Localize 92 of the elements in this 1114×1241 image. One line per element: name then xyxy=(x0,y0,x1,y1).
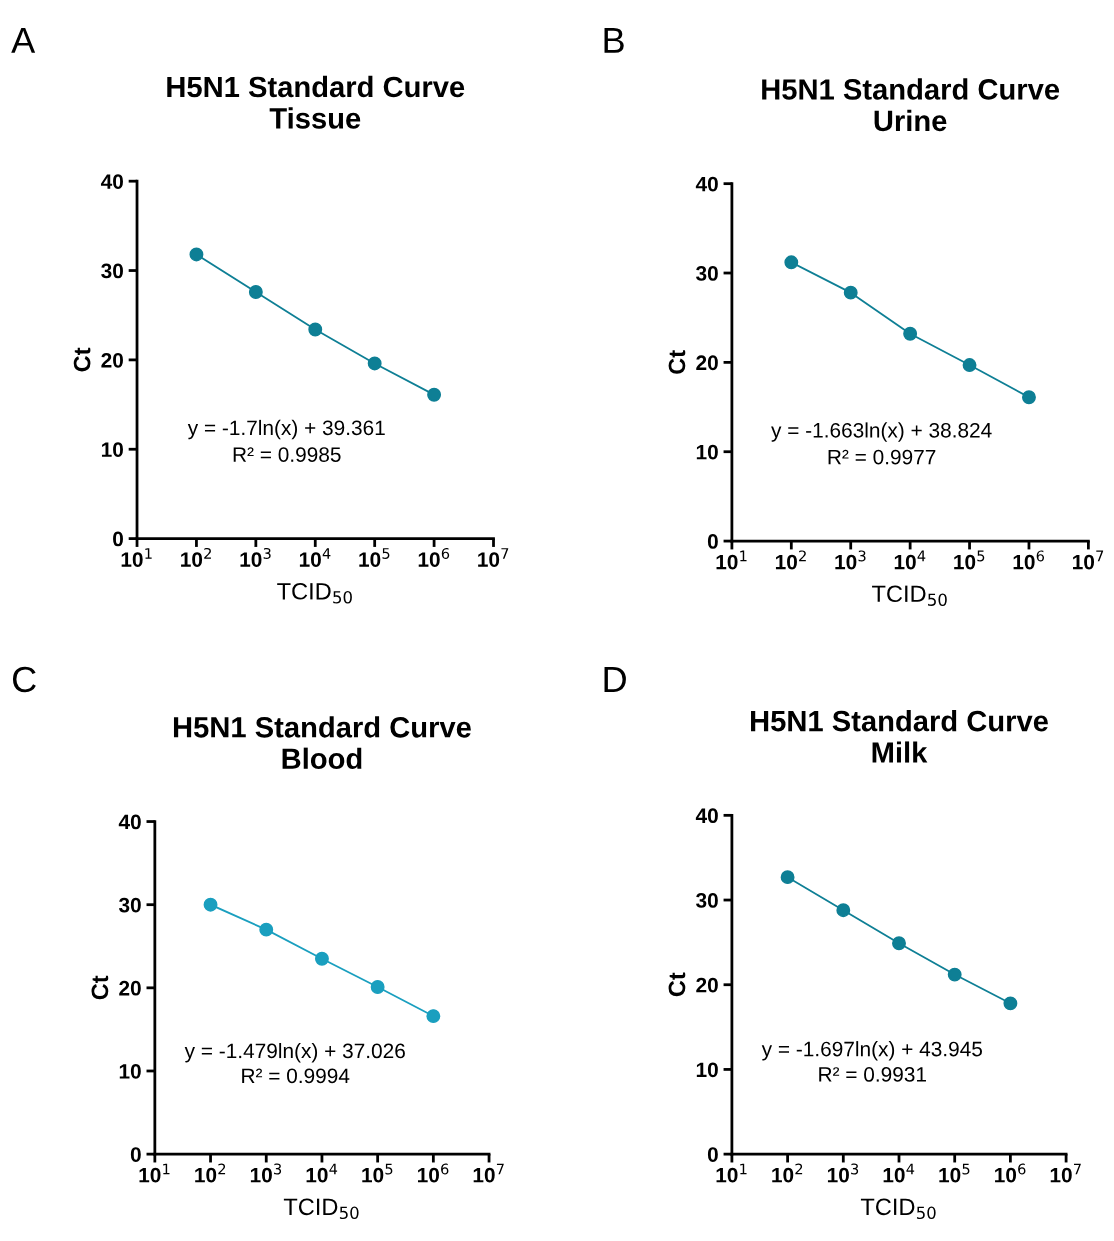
chart-title: H5N1 Standard Curve Blood xyxy=(173,716,471,770)
y-axis-title: Ct xyxy=(668,972,686,997)
y-tick-label: 0 xyxy=(707,1147,718,1162)
y-tick-label: 0 xyxy=(130,1147,141,1162)
y-tick-label: 20 xyxy=(696,977,718,993)
text: D xyxy=(604,667,626,692)
y-tick-label: 10 xyxy=(696,1062,718,1078)
x-tick-label: 10$^{3}$ xyxy=(827,1163,859,1183)
y-tick-label: 30 xyxy=(696,266,718,281)
annotation: R² = 0.9931 xyxy=(819,1067,926,1082)
point xyxy=(1022,390,1036,405)
point xyxy=(248,285,263,299)
x-tick-label: 10$^{5}$ xyxy=(359,548,390,567)
annotation: y = -1.697ln(x) + 43.945 xyxy=(761,1041,982,1061)
point xyxy=(259,922,274,937)
x-axis-title: TCID$_{50}$ xyxy=(277,582,352,604)
x-tick-label: 10$^{7}$ xyxy=(1073,550,1104,570)
text: B xyxy=(604,27,624,53)
y-tick-label: 20 xyxy=(101,352,123,368)
x-tick-label: 10$^{6}$ xyxy=(1013,550,1045,570)
x-tick-label: 10$^{6}$ xyxy=(417,1163,449,1183)
x-tick-label: 10$^{4}$ xyxy=(306,1163,338,1183)
point xyxy=(370,980,385,994)
y-tick-label: 40 xyxy=(695,176,718,192)
y-axis-title: Ct xyxy=(668,350,686,374)
y-tick-label: 20 xyxy=(696,355,718,371)
x-tick-label: 10$^{5}$ xyxy=(939,1163,970,1183)
y-tick-label: 0 xyxy=(707,534,718,549)
y-tick-label: 10 xyxy=(696,444,718,460)
x-tick-label: 10$^{2}$ xyxy=(181,547,211,567)
x-tick-label: 10$^{5}$ xyxy=(954,550,985,570)
x-tick-label: 10$^{2}$ xyxy=(775,550,806,570)
point xyxy=(427,387,442,402)
text: A xyxy=(11,27,36,53)
x-tick-label: 10$^{1}$ xyxy=(716,550,747,570)
annotation: y = -1.479ln(x) + 37.026 xyxy=(184,1042,405,1063)
y-tick-label: 40 xyxy=(695,808,718,824)
point xyxy=(315,951,329,966)
x-tick-label: 10$^{6}$ xyxy=(418,547,450,567)
point xyxy=(780,870,795,885)
point xyxy=(426,1009,441,1024)
y-tick-label: 30 xyxy=(696,893,718,908)
annotation: y = -1.663ln(x) + 38.824 xyxy=(771,422,992,442)
y-axis-title: Ct xyxy=(73,347,91,372)
point xyxy=(308,322,323,337)
x-tick-label: 10$^{4}$ xyxy=(299,548,331,567)
x-tick-label: 10$^{1}$ xyxy=(121,548,152,567)
x-tick-label: 10$^{2}$ xyxy=(772,1163,803,1183)
point xyxy=(836,903,851,918)
y-tick-label: 40 xyxy=(118,814,141,830)
y-tick-label: 0 xyxy=(113,531,123,547)
x-tick-label: 10$^{4}$ xyxy=(894,550,926,570)
x-tick-label: 10$^{7}$ xyxy=(1050,1163,1081,1183)
point xyxy=(962,358,977,372)
chart-title: H5N1 Standard Curve Tissue xyxy=(167,75,465,129)
annotation: R² = 0.9977 xyxy=(828,449,936,465)
x-tick-label: 10$^{3}$ xyxy=(250,1163,282,1183)
y-tick-label: 10 xyxy=(119,1063,141,1079)
x-axis-title: TCID$_{50}$ xyxy=(872,585,947,606)
point xyxy=(947,967,962,982)
chart-title: H5N1 Standard Curve Milk xyxy=(751,710,1048,763)
point xyxy=(892,936,906,951)
point xyxy=(843,285,858,300)
x-tick-label: 10$^{7}$ xyxy=(473,1163,504,1183)
x-tick-label: 10$^{1}$ xyxy=(139,1163,170,1183)
point xyxy=(189,247,204,262)
y-tick-label: 30 xyxy=(118,897,141,913)
point xyxy=(203,897,218,912)
chart-title: H5N1 Standard Curve Urine xyxy=(762,78,1060,132)
x-tick-label: 10$^{3}$ xyxy=(240,547,271,567)
text: C xyxy=(12,666,36,693)
point xyxy=(903,326,918,341)
x-tick-label: 10$^{3}$ xyxy=(835,550,866,570)
annotation: R² = 0.9985 xyxy=(233,447,341,462)
y-tick-label: 20 xyxy=(119,980,141,996)
x-tick-label: 10$^{6}$ xyxy=(995,1163,1026,1183)
x-axis-title: TCID$_{50}$ xyxy=(283,1198,359,1220)
y-tick-label: 10 xyxy=(101,442,123,457)
x-tick-label: 10$^{4}$ xyxy=(883,1163,915,1183)
y-axis-title: Ct xyxy=(91,975,109,1000)
point xyxy=(367,356,382,371)
x-tick-label: 10$^{5}$ xyxy=(362,1163,393,1183)
x-tick-label: 10$^{1}$ xyxy=(716,1163,747,1183)
x-axis-title: TCID$_{50}$ xyxy=(860,1198,936,1220)
x-tick-label: 10$^{2}$ xyxy=(195,1163,226,1183)
y-tick-label: 40 xyxy=(100,174,123,189)
x-tick-label: 10$^{7}$ xyxy=(478,548,509,567)
point xyxy=(1003,996,1018,1011)
point xyxy=(784,255,799,270)
annotation: y = -1.7ln(x) + 39.361 xyxy=(187,419,385,440)
annotation: R² = 0.9994 xyxy=(242,1068,350,1084)
y-tick-label: 30 xyxy=(101,263,123,279)
